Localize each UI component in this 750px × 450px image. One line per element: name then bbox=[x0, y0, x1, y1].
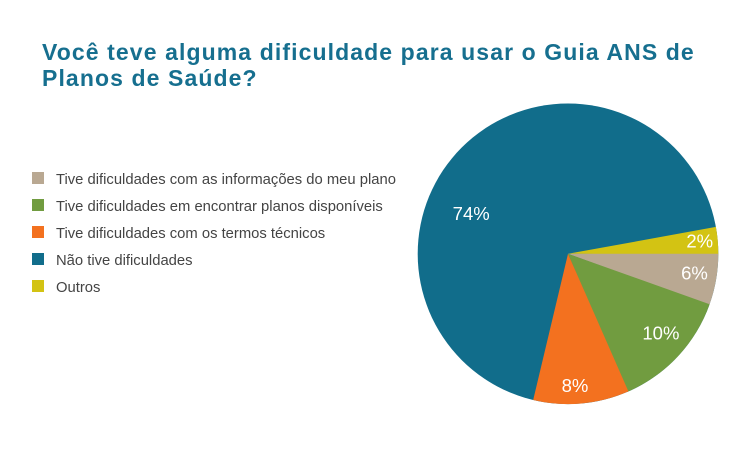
svg-text:74%: 74% bbox=[453, 203, 490, 224]
svg-text:2%: 2% bbox=[686, 230, 713, 251]
svg-text:10%: 10% bbox=[642, 322, 679, 343]
svg-text:6%: 6% bbox=[681, 262, 708, 283]
svg-text:8%: 8% bbox=[562, 375, 589, 396]
